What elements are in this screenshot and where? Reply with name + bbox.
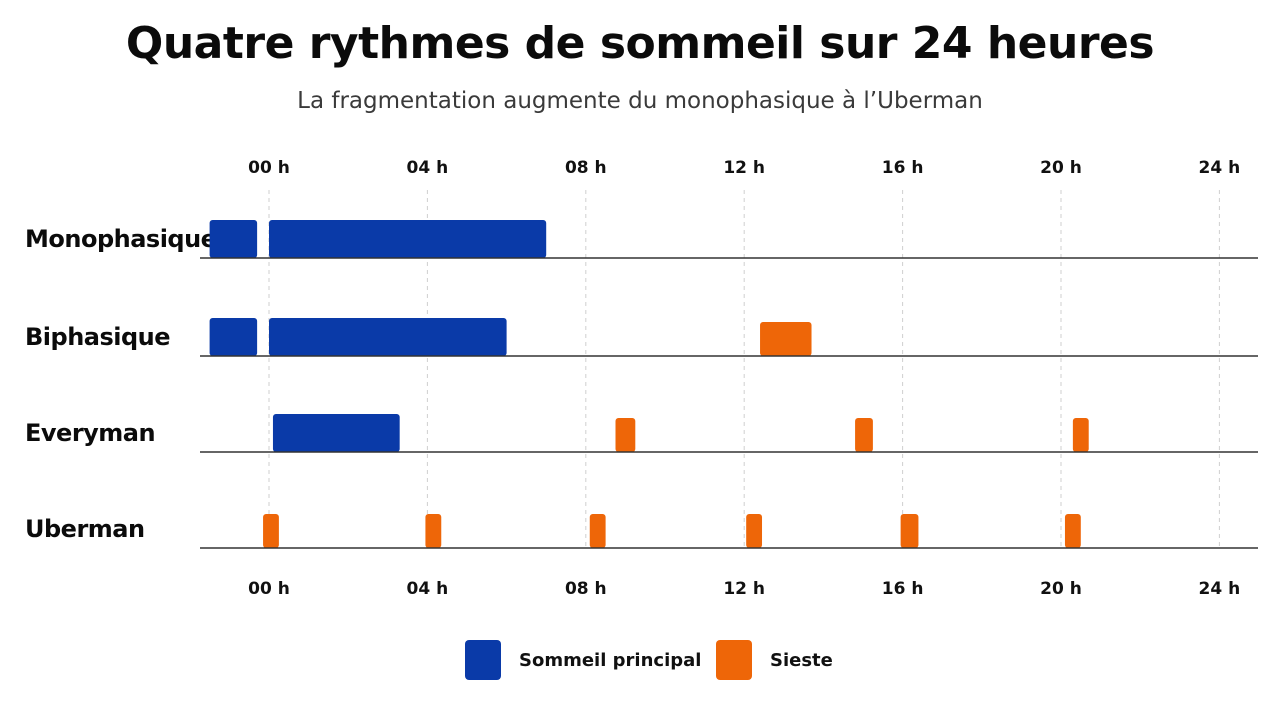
- bar-uberman-sieste-4: [900, 514, 919, 548]
- bar-biphasique-principal-0: [209, 318, 258, 356]
- bar-monophasique-principal-0: [209, 220, 258, 258]
- bar-monophasique-principal-1: [269, 220, 547, 258]
- bar-biphasique-sieste-2: [760, 322, 812, 356]
- legend-item-principal: Sommeil principal: [465, 640, 701, 680]
- bar-uberman-sieste-5: [1064, 514, 1081, 548]
- row-label-everyman: Everyman: [25, 419, 155, 447]
- x-tick-label-top-5: 20 h: [1040, 158, 1082, 178]
- legend-label-principal: Sommeil principal: [519, 649, 702, 671]
- bar-everyman-sieste-2: [855, 418, 873, 452]
- bar-everyman-sieste-3: [1072, 418, 1089, 452]
- bar-everyman-principal-0: [272, 414, 400, 452]
- x-tick-label-bottom-3: 12 h: [723, 579, 765, 599]
- legend-swatch-sieste: [716, 640, 752, 680]
- row-label-uberman: Uberman: [25, 515, 145, 543]
- row-label-biphasique: Biphasique: [25, 323, 170, 351]
- legend: Sommeil principal Sieste: [0, 640, 1280, 684]
- bar-uberman-sieste-2: [589, 514, 606, 548]
- x-tick-label-bottom-5: 20 h: [1040, 579, 1082, 599]
- legend-item-sieste: Sieste: [716, 640, 833, 680]
- bar-uberman-sieste-3: [746, 514, 763, 548]
- x-tick-label-top-6: 24 h: [1199, 158, 1241, 178]
- x-tick-label-top-2: 08 h: [565, 158, 607, 178]
- row-label-monophasique: Monophasique: [25, 225, 217, 253]
- chart-subtitle: La fragmentation augmente du monophasiqu…: [297, 88, 983, 114]
- x-tick-label-bottom-2: 08 h: [565, 579, 607, 599]
- bar-uberman-sieste-1: [425, 514, 442, 548]
- x-tick-label-top-4: 16 h: [882, 158, 924, 178]
- x-tick-label-top-3: 12 h: [723, 158, 765, 178]
- sleep-schedule-chart: 00 h 00 h 04 h 04 h 08 h 08 h 12 h 12 h 16 h 16 h…: [25, 158, 1258, 599]
- x-tick-label-bottom-4: 16 h: [882, 579, 924, 599]
- bar-uberman-sieste-0: [263, 514, 279, 548]
- x-tick-label-bottom-1: 04 h: [407, 579, 449, 599]
- chart-title: Quatre rythmes de sommeil sur 24 heures: [125, 18, 1155, 69]
- legend-swatch-principal: [465, 640, 501, 680]
- x-tick-label-bottom-0: 00 h: [248, 579, 290, 599]
- bar-biphasique-principal-1: [269, 318, 507, 356]
- x-tick-label-top-0: 00 h: [248, 158, 290, 178]
- x-tick-label-bottom-6: 24 h: [1199, 579, 1241, 599]
- x-tick-label-top-1: 04 h: [407, 158, 449, 178]
- bar-everyman-sieste-1: [615, 418, 636, 452]
- legend-label-sieste: Sieste: [770, 649, 833, 671]
